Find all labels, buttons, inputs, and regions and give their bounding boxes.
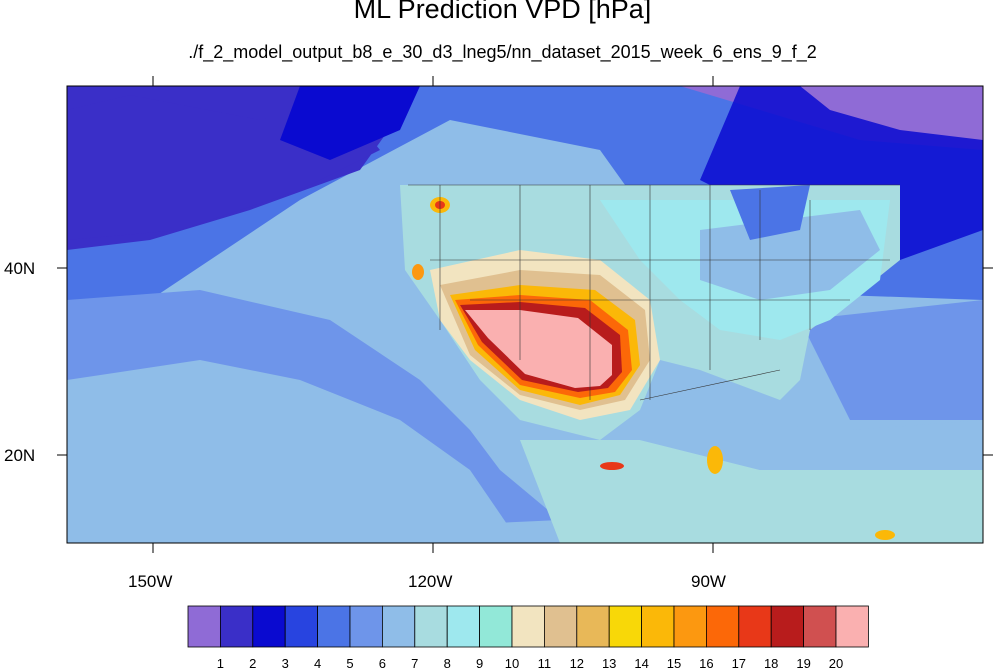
colorbar-label: 18 (763, 656, 779, 671)
colorbar-swatch (544, 605, 578, 648)
lon-tick-150w: 150W (128, 572, 173, 591)
map-subtitle: ./f_2_model_output_b8_e_30_d3_lneg5/nn_d… (188, 42, 817, 62)
colorbar-label: 6 (378, 656, 386, 671)
colorbar-swatch (835, 605, 869, 648)
map-field (67, 86, 983, 543)
colorbar-swatch (317, 605, 351, 648)
colorbar-label: 14 (634, 656, 649, 671)
colorbar-label: 9 (475, 656, 484, 671)
colorbar-swatch (187, 605, 221, 648)
map-title: ML Prediction VPD [hPa] (353, 0, 652, 24)
axis-ticks (57, 76, 993, 553)
colorbar-swatch (349, 605, 383, 648)
colorbar-label: 4 (313, 656, 322, 671)
colorbar-swatch (414, 605, 448, 648)
colorbar-label: 17 (731, 656, 747, 671)
colorbar-swatch (608, 605, 643, 648)
colorbar-swatch (673, 605, 707, 648)
lon-tick-90w: 90W (691, 572, 726, 591)
colorbar-swatch (803, 605, 837, 648)
colorbar-label: 12 (569, 656, 585, 671)
colorbar-label: 15 (666, 656, 682, 671)
colorbar-label: 11 (537, 656, 552, 671)
colorbar-label: 3 (281, 656, 289, 671)
lat-tick-20n: 20N (4, 446, 36, 465)
colorbar-swatch (446, 605, 481, 648)
colorbar-swatch (706, 605, 740, 648)
colorbar-label: 7 (411, 656, 419, 671)
colorbar-swatch (381, 605, 416, 648)
colorbar-swatch (576, 605, 610, 648)
colorbar-label: 1 (216, 656, 224, 671)
colorbar (187, 605, 869, 648)
colorbar-label: 5 (346, 656, 354, 671)
colorbar-swatch (738, 605, 772, 648)
colorbar-label: 13 (601, 656, 617, 671)
colorbar-swatch (252, 605, 286, 648)
colorbar-swatch (511, 605, 545, 648)
colorbar-swatch (770, 605, 805, 648)
colorbar-swatch (219, 605, 254, 648)
lat-tick-40n: 40N (4, 259, 36, 278)
colorbar-label: 10 (504, 656, 520, 671)
lon-tick-120w: 120W (408, 572, 453, 591)
colorbar-label: 19 (796, 656, 811, 671)
colorbar-label: 2 (249, 656, 257, 671)
colorbar-label: 8 (443, 656, 451, 671)
map-border (66, 85, 984, 544)
colorbar-swatch (284, 605, 319, 648)
colorbar-label: 16 (699, 656, 714, 671)
colorbar-swatch (479, 605, 513, 648)
colorbar-label: 20 (828, 656, 844, 671)
colorbar-swatch (641, 605, 675, 648)
